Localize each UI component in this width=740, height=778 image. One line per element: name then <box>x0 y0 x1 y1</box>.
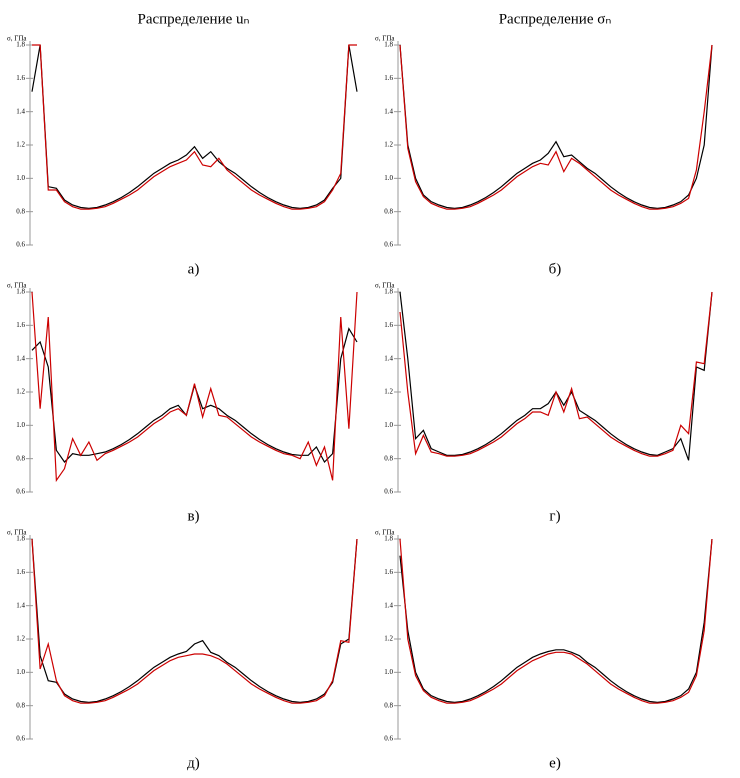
y-tick-label: 1.4 <box>384 354 393 362</box>
panel-caption: е) <box>549 755 561 771</box>
y-tick-label: 1.8 <box>16 535 25 543</box>
y-tick-label: 1.2 <box>16 388 25 396</box>
data-line <box>32 44 357 210</box>
y-tick-label: 0.6 <box>16 241 25 249</box>
y-tick-label: 1.8 <box>16 288 25 296</box>
y-tick-label: 1.2 <box>384 388 393 396</box>
y-tick-label: 0.8 <box>384 701 393 709</box>
y-tick-label: 1.6 <box>384 74 393 82</box>
y-tick-label: 0.6 <box>16 488 25 496</box>
y-tick-label: 0.8 <box>384 207 393 215</box>
y-tick-label: 0.8 <box>16 207 25 215</box>
y-axis-label: σ, ГПа <box>375 282 395 290</box>
y-tick-label: 1.6 <box>384 321 393 329</box>
column-title: Распределение σₙ <box>499 11 612 27</box>
y-tick-label: 1.0 <box>384 421 393 429</box>
y-axis-label: σ, ГПа <box>7 282 27 290</box>
y-tick-label: 1.4 <box>16 601 25 609</box>
y-tick-label: 0.6 <box>16 735 25 743</box>
y-tick-label: 1.0 <box>16 668 25 676</box>
data-line <box>399 44 713 210</box>
y-tick-label: 0.6 <box>384 241 393 249</box>
y-tick-label: 1.8 <box>384 288 393 296</box>
y-tick-label: 1.8 <box>384 535 393 543</box>
y-tick-label: 1.0 <box>16 421 25 429</box>
data-line <box>31 538 358 703</box>
y-tick-label: 1.2 <box>16 635 25 643</box>
y-axis-label: σ, ГПа <box>375 35 395 43</box>
y-tick-label: 0.8 <box>16 701 25 709</box>
y-tick-label: 1.2 <box>384 635 393 643</box>
y-tick-label: 0.8 <box>384 454 393 462</box>
panel-caption: б) <box>549 261 562 277</box>
y-tick-label: 1.2 <box>16 141 25 149</box>
y-tick-label: 1.4 <box>16 107 25 115</box>
data-line <box>399 291 713 461</box>
data-line <box>399 44 713 209</box>
y-tick-label: 1.4 <box>384 107 393 115</box>
y-tick-label: 0.6 <box>384 488 393 496</box>
data-line <box>399 538 713 704</box>
y-tick-label: 1.6 <box>16 321 25 329</box>
y-axis-label: σ, ГПа <box>7 35 27 43</box>
y-tick-label: 0.8 <box>16 454 25 462</box>
y-axis-label: σ, ГПа <box>375 529 395 537</box>
y-axis-label: σ, ГПа <box>7 529 27 537</box>
y-tick-label: 1.0 <box>384 174 393 182</box>
data-line <box>399 291 713 457</box>
y-tick-label: 1.8 <box>384 41 393 49</box>
y-tick-label: 1.6 <box>384 568 393 576</box>
y-tick-label: 1.0 <box>384 668 393 676</box>
panel-caption: д) <box>187 755 200 771</box>
y-tick-label: 1.6 <box>16 74 25 82</box>
y-tick-label: 1.2 <box>384 141 393 149</box>
panel-caption: г) <box>549 508 560 524</box>
data-line <box>31 44 358 209</box>
y-tick-label: 1.4 <box>384 601 393 609</box>
y-tick-label: 1.4 <box>16 354 25 362</box>
y-tick-label: 1.6 <box>16 568 25 576</box>
y-tick-label: 1.8 <box>16 41 25 49</box>
y-tick-label: 1.0 <box>16 174 25 182</box>
panel-caption: в) <box>187 508 199 524</box>
data-line <box>31 291 358 483</box>
data-line <box>31 538 358 704</box>
column-title: Распределение uₙ <box>137 11 249 27</box>
data-line <box>399 538 713 703</box>
y-tick-label: 0.6 <box>384 735 393 743</box>
panel-caption: а) <box>188 261 200 277</box>
